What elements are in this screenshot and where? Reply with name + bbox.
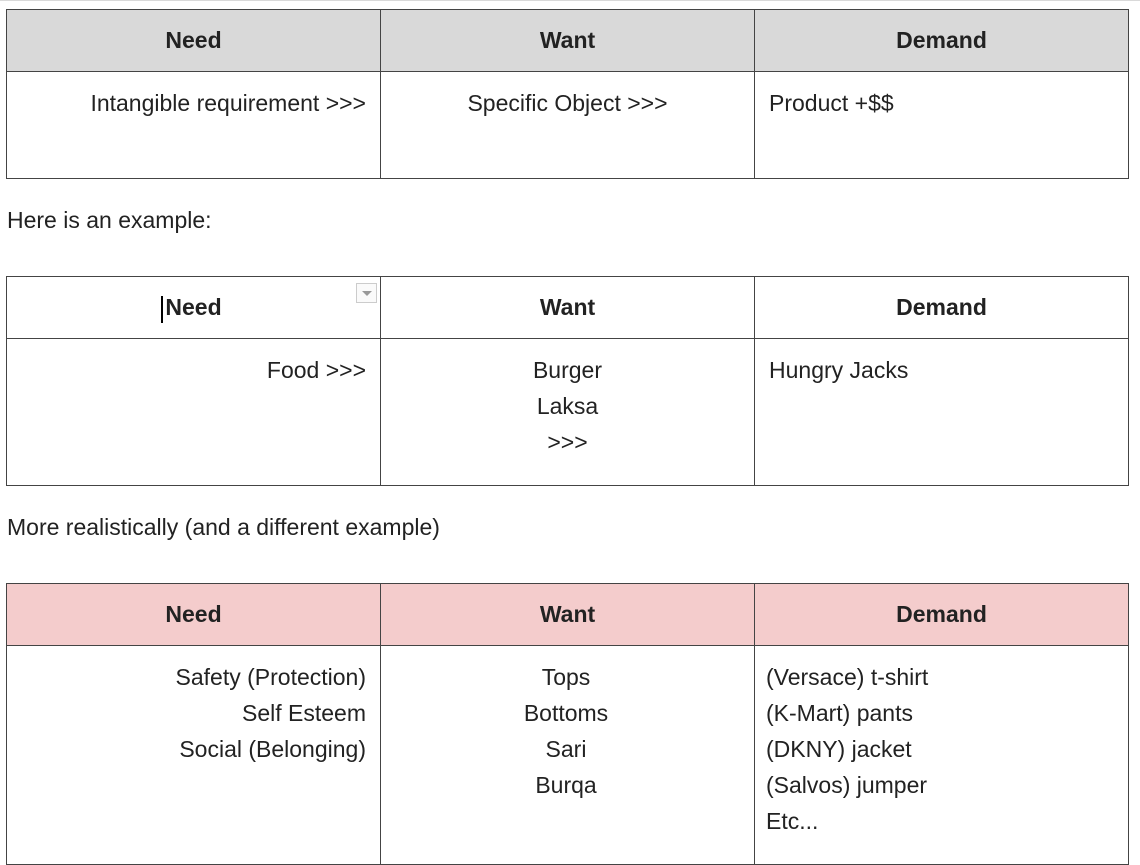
cell-want[interactable]: Tops Bottoms Sari Burqa [380,645,755,865]
cell-line: Safety (Protection) [175,664,366,690]
cell-demand[interactable]: Hungry Jacks [754,338,1129,486]
cell-line: Bottoms [523,700,609,726]
cell-line: Social (Belonging) [179,736,366,762]
cell-line: (Versace) t-shirt [766,664,929,690]
cell-need[interactable]: Food >>> [6,338,381,486]
cell-line: (Salvos) jumper [766,772,928,798]
realistic-intro-text[interactable]: More realistically (and a different exam… [7,514,440,540]
header-want[interactable]: Want [380,583,755,646]
cell-line: Burger [532,357,603,383]
header-demand[interactable]: Demand [754,276,1129,339]
cell-line: Etc... [766,808,819,834]
realistic-table: Need Want Demand Safety (Protection) Sel… [6,583,1129,865]
cell-want[interactable]: Specific Object >>> [380,71,755,179]
cell-line: Self Esteem [242,700,366,726]
cell-line: Sari [545,736,587,762]
header-need[interactable]: Need [6,583,381,646]
cell-line: Food >>> [266,357,366,383]
cell-line: (DKNY) jacket [766,736,912,762]
concept-table: Need Want Demand Intangible requirement … [6,9,1129,179]
example-table: Need Want Demand Food >>> Burger Laksa >… [6,276,1129,486]
cell-line: (K-Mart) pants [766,700,913,726]
header-want[interactable]: Want [380,9,755,72]
cell-line: >>> [547,429,588,455]
header-demand[interactable]: Demand [754,9,1129,72]
header-want[interactable]: Want [380,276,755,339]
cell-line: Laksa [536,393,599,419]
header-need-label: Need [165,294,222,320]
cell-demand[interactable]: Product +$$ [754,71,1129,179]
table-header-row: Need Want Demand [6,9,1129,72]
table-row: Intangible requirement >>> Specific Obje… [6,71,1129,179]
top-divider [0,0,1140,1]
header-demand[interactable]: Demand [754,583,1129,646]
cell-line: Hungry Jacks [769,357,909,383]
cell-want[interactable]: Burger Laksa >>> [380,338,755,486]
table-row: Food >>> Burger Laksa >>> Hungry Jacks [6,338,1129,486]
cell-demand[interactable]: (Versace) t-shirt (K-Mart) pants (DKNY) … [754,645,1129,865]
cell-line: Burqa [535,772,597,798]
table-header-row: Need Want Demand [6,276,1129,339]
text-cursor [161,296,163,323]
header-need[interactable]: Need [6,9,381,72]
cell-need[interactable]: Intangible requirement >>> [6,71,381,179]
table-header-row: Need Want Demand [6,583,1129,646]
table-row: Safety (Protection) Self Esteem Social (… [6,645,1129,865]
example-intro-text[interactable]: Here is an example: [7,207,212,233]
header-need[interactable]: Need [6,276,381,339]
cell-need[interactable]: Safety (Protection) Self Esteem Social (… [6,645,381,865]
dropdown-arrow-icon[interactable] [356,283,377,303]
cell-line: Tops [541,664,591,690]
